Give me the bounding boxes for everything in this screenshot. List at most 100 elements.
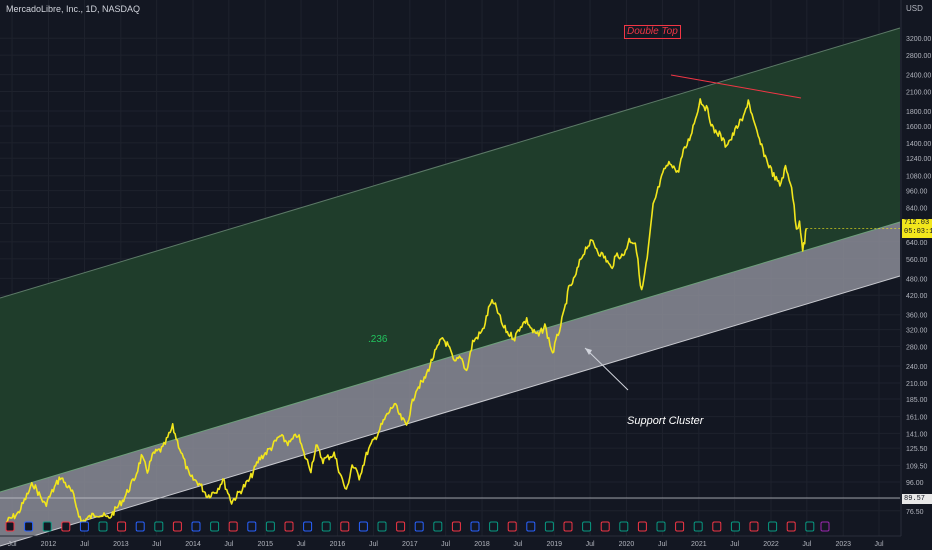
event-marker[interactable] bbox=[526, 521, 536, 532]
time-tick-label: Jul bbox=[802, 541, 811, 548]
support-channel-zone bbox=[0, 222, 900, 546]
event-marker[interactable] bbox=[600, 521, 610, 532]
event-marker[interactable] bbox=[768, 521, 778, 532]
reference-price-tag: 89.57 bbox=[902, 494, 932, 504]
time-tick-label: Jul bbox=[586, 541, 595, 548]
time-tick-label: Jul bbox=[297, 541, 306, 548]
event-marker[interactable] bbox=[321, 521, 331, 532]
event-marker[interactable] bbox=[340, 521, 350, 532]
event-marker[interactable] bbox=[730, 521, 740, 532]
price-tick-label: 960.00 bbox=[906, 189, 928, 196]
event-marker[interactable] bbox=[582, 521, 592, 532]
event-marker[interactable] bbox=[451, 521, 461, 532]
price-line[interactable] bbox=[5, 98, 807, 524]
time-tick-label: 2016 bbox=[330, 541, 346, 548]
price-tick-label: 210.00 bbox=[906, 381, 928, 388]
time-tick-label: 2022 bbox=[763, 541, 779, 548]
event-marker[interactable] bbox=[675, 521, 685, 532]
bar-countdown: 05:03:16 bbox=[904, 228, 932, 236]
time-tick-label: 2019 bbox=[546, 541, 562, 548]
double-top-resistance-line[interactable] bbox=[670, 74, 802, 99]
price-series bbox=[5, 98, 900, 524]
time-tick-label: Jul bbox=[152, 541, 161, 548]
earnings-dividend-markers bbox=[5, 521, 830, 532]
event-marker[interactable] bbox=[358, 521, 368, 532]
event-marker[interactable] bbox=[433, 521, 443, 532]
time-tick-label: Jul bbox=[875, 541, 884, 548]
event-marker[interactable] bbox=[544, 521, 554, 532]
event-marker[interactable] bbox=[619, 521, 629, 532]
price-tick-label: 480.00 bbox=[906, 276, 928, 283]
event-marker[interactable] bbox=[98, 521, 108, 532]
support-cluster-label[interactable]: Support Cluster bbox=[627, 415, 704, 427]
lower-channel-line[interactable] bbox=[0, 275, 901, 547]
time-tick-label: Jul bbox=[658, 541, 667, 548]
price-tick-label: 185.00 bbox=[906, 397, 928, 404]
time-tick-label: 2015 bbox=[257, 541, 273, 548]
event-marker[interactable] bbox=[210, 521, 220, 532]
event-marker[interactable] bbox=[117, 521, 127, 532]
event-marker[interactable] bbox=[805, 521, 815, 532]
price-tick-label: 141.00 bbox=[906, 431, 928, 438]
event-marker[interactable] bbox=[172, 521, 182, 532]
price-tick-label: 1800.00 bbox=[906, 109, 931, 116]
event-marker[interactable] bbox=[377, 521, 387, 532]
event-marker[interactable] bbox=[135, 521, 145, 532]
event-marker[interactable] bbox=[79, 521, 89, 532]
price-tick-label: 2400.00 bbox=[906, 73, 931, 80]
price-tick-label: 2800.00 bbox=[906, 53, 931, 60]
event-marker[interactable] bbox=[303, 521, 313, 532]
event-marker[interactable] bbox=[489, 521, 499, 532]
time-axis[interactable]: Jul 2012 Jul 2013 Jul 2014 Jul 2015 Jul 2016 Jul 20… bbox=[8, 541, 884, 548]
price-tick-label: 420.00 bbox=[906, 293, 928, 300]
time-tick-label: Jul bbox=[8, 541, 17, 548]
event-marker[interactable] bbox=[247, 521, 257, 532]
price-tick-label: 2100.00 bbox=[906, 90, 931, 97]
event-marker[interactable] bbox=[265, 521, 275, 532]
event-marker[interactable] bbox=[284, 521, 294, 532]
price-tick-label: 1600.00 bbox=[906, 124, 931, 131]
event-marker[interactable] bbox=[786, 521, 796, 532]
price-tick-label: 1240.00 bbox=[906, 156, 931, 163]
time-tick-label: Jul bbox=[441, 541, 450, 548]
middle-channel-line[interactable] bbox=[0, 221, 901, 493]
event-marker[interactable] bbox=[712, 521, 722, 532]
time-tick-label: Jul bbox=[730, 541, 739, 548]
event-marker[interactable] bbox=[749, 521, 759, 532]
event-marker[interactable] bbox=[228, 521, 238, 532]
last-price-tag: 712.03 05:03:16 bbox=[902, 219, 932, 238]
price-tick-label: 240.00 bbox=[906, 364, 928, 371]
event-marker[interactable] bbox=[191, 521, 201, 532]
time-tick-label: 2013 bbox=[113, 541, 129, 548]
upper-channel-line[interactable] bbox=[0, 27, 901, 299]
event-marker[interactable] bbox=[470, 521, 480, 532]
double-top-label[interactable]: Double Top bbox=[624, 25, 681, 39]
price-tick-label: 360.00 bbox=[906, 313, 928, 320]
support-arrow-head bbox=[585, 348, 592, 355]
event-marker[interactable] bbox=[42, 521, 52, 532]
event-marker[interactable] bbox=[414, 521, 424, 532]
event-marker[interactable] bbox=[656, 521, 666, 532]
event-marker[interactable] bbox=[563, 521, 573, 532]
time-tick-label: 2012 bbox=[41, 541, 57, 548]
last-price-value: 712.03 bbox=[904, 219, 930, 227]
event-marker[interactable] bbox=[24, 521, 34, 532]
event-marker[interactable] bbox=[396, 521, 406, 532]
time-tick-label: 2017 bbox=[402, 541, 418, 548]
price-tick-label: 280.00 bbox=[906, 345, 928, 352]
support-arrow-line[interactable] bbox=[584, 347, 629, 391]
symbol-title[interactable]: MercadoLibre, Inc., 1D, NASDAQ bbox=[6, 4, 141, 14]
time-tick-label: 2014 bbox=[185, 541, 201, 548]
time-tick-label: 2021 bbox=[691, 541, 707, 548]
event-marker[interactable] bbox=[61, 521, 71, 532]
event-marker[interactable] bbox=[693, 521, 703, 532]
price-tick-label: 3200.00 bbox=[906, 36, 931, 43]
event-marker-upcoming[interactable] bbox=[820, 521, 830, 532]
time-tick-label: Jul bbox=[224, 541, 233, 548]
event-marker[interactable] bbox=[507, 521, 517, 532]
event-marker[interactable] bbox=[154, 521, 164, 532]
event-marker[interactable] bbox=[5, 521, 15, 532]
event-marker[interactable] bbox=[637, 521, 647, 532]
time-tick-label: 2023 bbox=[835, 541, 851, 548]
